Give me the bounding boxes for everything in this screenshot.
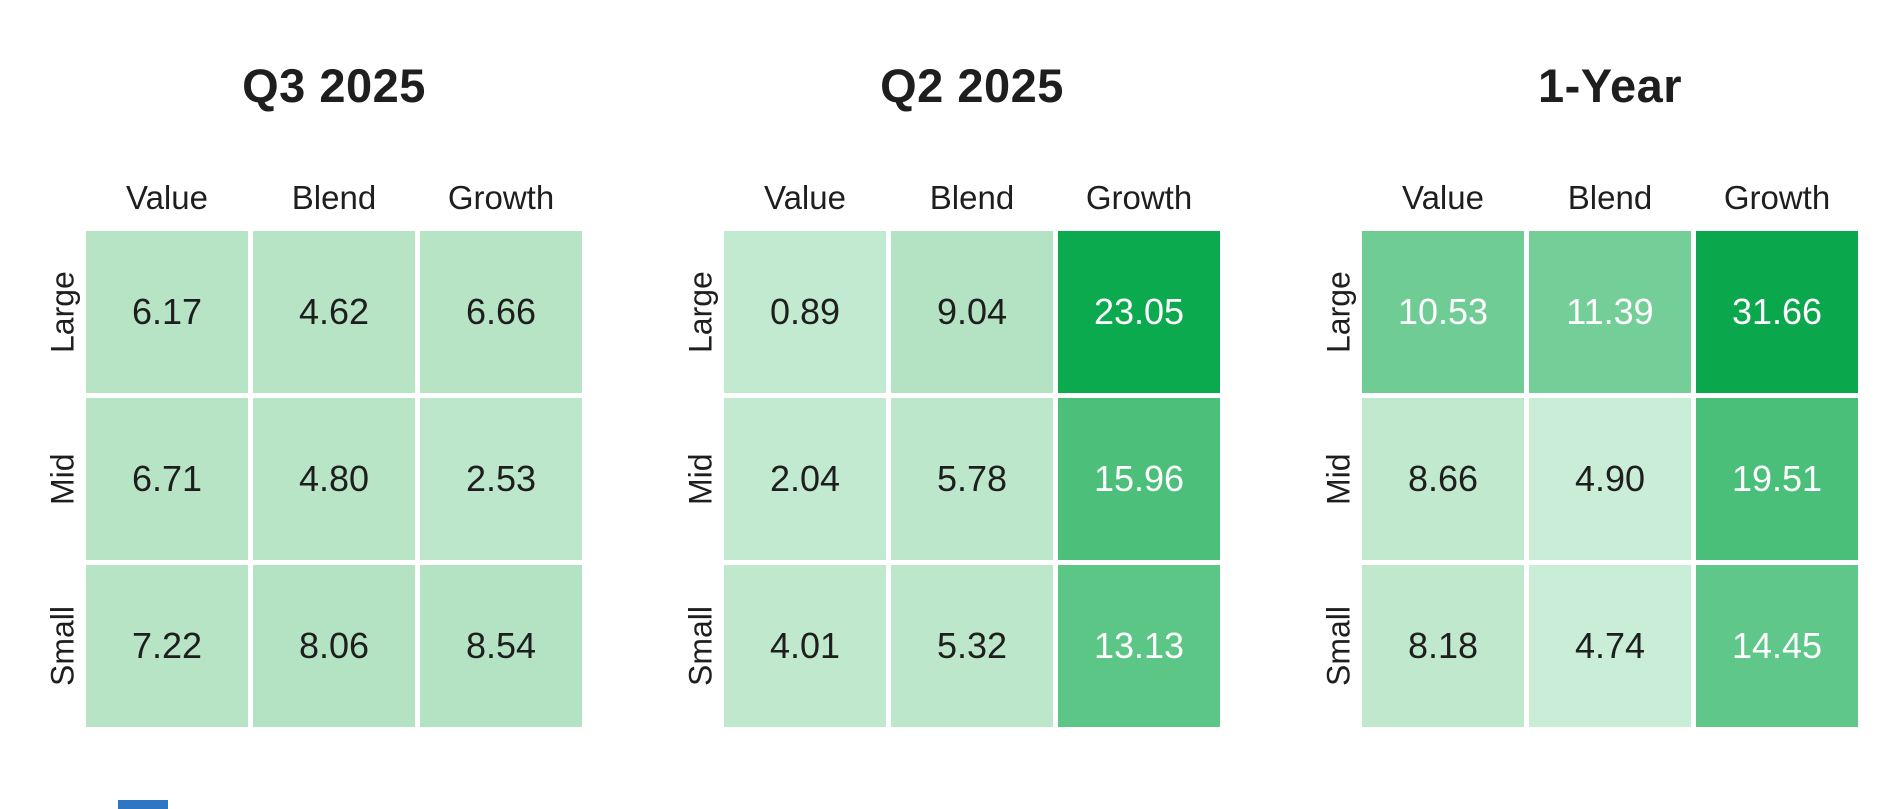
- heatmap-grid: 10.53 11.39 31.66 8.66 4.90 19.51 8.18 4…: [1362, 231, 1858, 727]
- cell-small-growth: 8.54: [420, 565, 582, 727]
- row-labels: Large Mid Small: [678, 231, 724, 727]
- heatmap-grid: 0.89 9.04 23.05 2.04 5.78 15.96 4.01 5.3…: [724, 231, 1220, 727]
- row-label-mid: Mid: [682, 453, 719, 505]
- cell-large-growth: 6.66: [420, 231, 582, 393]
- cell-large-value: 6.17: [86, 231, 248, 393]
- partial-blue-bar: [118, 800, 168, 809]
- chart-title-q2-2025: Q2 2025: [880, 59, 1064, 112]
- cell-small-value: 4.01: [724, 565, 886, 727]
- chart-title-q3-2025: Q3 2025: [242, 59, 426, 112]
- row-label-small: Small: [682, 606, 719, 687]
- column-header-value: Value: [764, 179, 846, 216]
- cell-small-blend: 4.74: [1529, 565, 1691, 727]
- row-label-small: Small: [44, 606, 81, 687]
- row-labels: Large Mid Small: [1316, 231, 1362, 727]
- cell-small-blend: 5.32: [891, 565, 1053, 727]
- column-header-blend: Blend: [1567, 179, 1653, 216]
- column-headers: Value Blend Growth: [1362, 179, 1858, 217]
- cell-large-blend: 11.39: [1529, 231, 1691, 393]
- cell-large-value: 10.53: [1362, 231, 1524, 393]
- cell-mid-value: 6.71: [86, 398, 248, 560]
- column-header-value: Value: [126, 179, 208, 216]
- row-label-mid: Mid: [1320, 453, 1357, 505]
- heatmap-1-year: 1-Year Value Blend Growth Large Mid Smal…: [1316, 58, 1858, 727]
- column-headers: Value Blend Growth: [724, 179, 1220, 217]
- column-header-growth: Growth: [447, 179, 555, 216]
- cell-large-growth: 31.66: [1696, 231, 1858, 393]
- cell-small-blend: 8.06: [253, 565, 415, 727]
- row-label-small: Small: [1320, 606, 1357, 687]
- column-header-growth: Growth: [1723, 179, 1831, 216]
- column-header-blend: Blend: [929, 179, 1015, 216]
- heatmap-q2-2025: Q2 2025 Value Blend Growth Large Mid Sma…: [678, 58, 1220, 727]
- cell-mid-growth: 15.96: [1058, 398, 1220, 560]
- cell-mid-value: 2.04: [724, 398, 886, 560]
- column-headers: Value Blend Growth: [86, 179, 582, 217]
- heatmap-q3-2025: Q3 2025 Value Blend Growth Large Mid Sma…: [40, 58, 582, 727]
- cell-large-blend: 9.04: [891, 231, 1053, 393]
- cell-mid-growth: 19.51: [1696, 398, 1858, 560]
- cell-mid-blend: 5.78: [891, 398, 1053, 560]
- cell-mid-value: 8.66: [1362, 398, 1524, 560]
- cell-mid-blend: 4.80: [253, 398, 415, 560]
- column-header-blend: Blend: [291, 179, 377, 216]
- cell-large-value: 0.89: [724, 231, 886, 393]
- row-label-large: Large: [682, 271, 719, 353]
- cell-small-growth: 13.13: [1058, 565, 1220, 727]
- cell-mid-blend: 4.90: [1529, 398, 1691, 560]
- style-box-heatmaps: Q3 2025 Value Blend Growth Large Mid Sma…: [40, 58, 1858, 727]
- column-header-growth: Growth: [1085, 179, 1193, 216]
- row-labels: Large Mid Small: [40, 231, 86, 727]
- cell-large-growth: 23.05: [1058, 231, 1220, 393]
- heatmap-grid: 6.17 4.62 6.66 6.71 4.80 2.53 7.22 8.06 …: [86, 231, 582, 727]
- cell-mid-growth: 2.53: [420, 398, 582, 560]
- row-label-large: Large: [44, 271, 81, 353]
- chart-title-1-year: 1-Year: [1537, 59, 1683, 112]
- cell-small-value: 8.18: [1362, 565, 1524, 727]
- cell-small-growth: 14.45: [1696, 565, 1858, 727]
- column-header-value: Value: [1402, 179, 1484, 216]
- row-label-large: Large: [1320, 271, 1357, 353]
- cell-small-value: 7.22: [86, 565, 248, 727]
- row-label-mid: Mid: [44, 453, 81, 505]
- cell-large-blend: 4.62: [253, 231, 415, 393]
